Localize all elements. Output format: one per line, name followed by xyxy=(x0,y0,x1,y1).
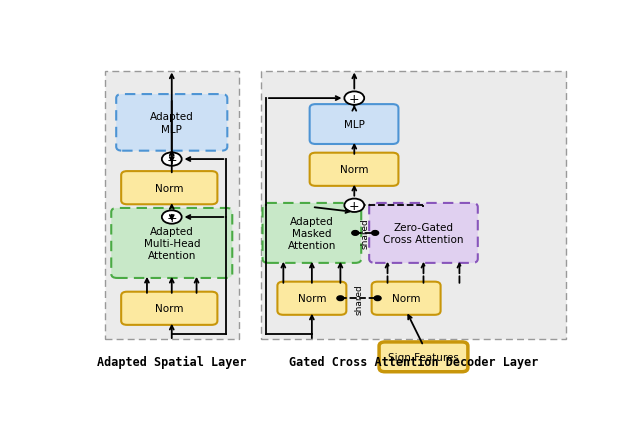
Text: MLP: MLP xyxy=(344,120,364,130)
Text: Norm: Norm xyxy=(155,183,184,193)
Text: +: + xyxy=(166,153,177,166)
FancyBboxPatch shape xyxy=(121,292,218,325)
FancyBboxPatch shape xyxy=(310,153,399,187)
Circle shape xyxy=(337,296,344,301)
FancyBboxPatch shape xyxy=(105,72,239,339)
Text: Norm: Norm xyxy=(392,293,420,303)
Circle shape xyxy=(372,231,379,236)
FancyBboxPatch shape xyxy=(111,208,232,278)
Text: shared: shared xyxy=(355,283,364,314)
Text: Adapted
Masked
Attention: Adapted Masked Attention xyxy=(288,216,336,251)
Text: Zero-Gated
Cross Attention: Zero-Gated Cross Attention xyxy=(383,222,464,244)
FancyBboxPatch shape xyxy=(379,342,468,372)
Circle shape xyxy=(374,296,381,301)
FancyBboxPatch shape xyxy=(121,172,218,205)
FancyBboxPatch shape xyxy=(372,282,440,315)
Circle shape xyxy=(162,211,182,224)
FancyBboxPatch shape xyxy=(261,72,566,339)
FancyBboxPatch shape xyxy=(310,105,399,145)
Text: Adapted
Multi-Head
Attention: Adapted Multi-Head Attention xyxy=(143,226,200,261)
Text: Norm: Norm xyxy=(298,293,326,303)
Text: Gated Cross Attention Decoder Layer: Gated Cross Attention Decoder Layer xyxy=(289,355,538,368)
Text: +: + xyxy=(166,211,177,224)
FancyBboxPatch shape xyxy=(116,95,227,151)
Text: Norm: Norm xyxy=(155,303,184,313)
Text: Adapted Spatial Layer: Adapted Spatial Layer xyxy=(97,355,246,368)
Text: Adapted
MLP: Adapted MLP xyxy=(150,112,194,134)
Text: +: + xyxy=(349,199,360,212)
FancyBboxPatch shape xyxy=(262,204,361,263)
Text: shared: shared xyxy=(361,218,370,249)
Text: +: + xyxy=(349,92,360,105)
Text: Sign Features: Sign Features xyxy=(388,352,459,362)
Circle shape xyxy=(344,92,364,105)
FancyBboxPatch shape xyxy=(369,204,478,263)
Circle shape xyxy=(352,231,359,236)
Circle shape xyxy=(162,153,182,166)
Text: Norm: Norm xyxy=(340,165,368,175)
Circle shape xyxy=(344,199,364,213)
FancyBboxPatch shape xyxy=(277,282,346,315)
